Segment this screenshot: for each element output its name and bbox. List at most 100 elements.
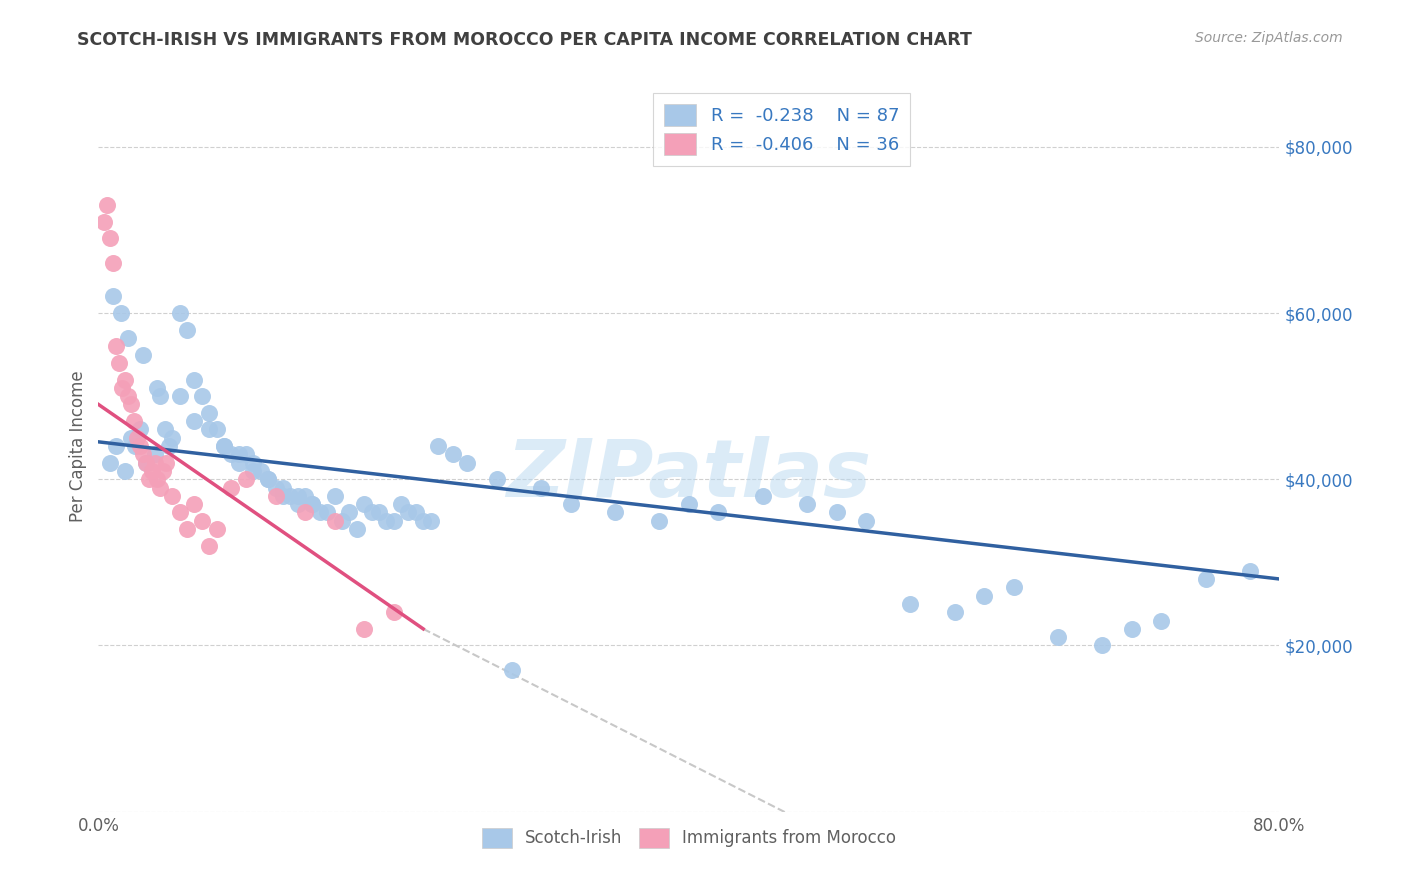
Point [271, 489, 294, 503]
Point [707, 506, 730, 520]
Point [530, 481, 553, 495]
Point [169, 389, 191, 403]
Point [93, 214, 115, 228]
Point [257, 472, 280, 486]
Point [796, 497, 818, 511]
Point [198, 539, 221, 553]
Point [301, 497, 323, 511]
Point [353, 622, 375, 636]
Point [198, 422, 221, 436]
Point [339, 506, 361, 520]
Point [141, 464, 163, 478]
Point [316, 506, 339, 520]
Point [183, 414, 205, 428]
Point [191, 389, 214, 403]
Point [228, 456, 250, 470]
Point [855, 514, 877, 528]
Point [605, 506, 627, 520]
Point [125, 431, 148, 445]
Point [149, 389, 172, 403]
Point [280, 489, 302, 503]
Point [427, 439, 450, 453]
Point [346, 522, 368, 536]
Point [235, 447, 257, 461]
Point [128, 439, 150, 453]
Point [114, 464, 136, 478]
Text: SCOTCH-IRISH VS IMMIGRANTS FROM MOROCCO PER CAPITA INCOME CORRELATION CHART: SCOTCH-IRISH VS IMMIGRANTS FROM MOROCCO … [77, 31, 972, 49]
Point [98, 456, 121, 470]
Point [96, 198, 118, 212]
Point [120, 397, 142, 411]
Point [825, 506, 848, 520]
Point [405, 506, 427, 520]
Point [1002, 580, 1025, 594]
Point [205, 422, 228, 436]
Point [120, 431, 142, 445]
Point [212, 439, 235, 453]
Point [162, 431, 183, 445]
Y-axis label: Per Capita Income: Per Capita Income [69, 370, 87, 522]
Point [900, 597, 922, 611]
Point [1121, 622, 1143, 636]
Point [441, 447, 464, 461]
Point [560, 497, 582, 511]
Point [678, 497, 700, 511]
Point [124, 439, 146, 453]
Point [648, 514, 671, 528]
Point [98, 231, 121, 245]
Point [152, 464, 174, 478]
Point [412, 514, 434, 528]
Point [264, 489, 287, 503]
Point [105, 439, 128, 453]
Point [176, 522, 198, 536]
Point [257, 472, 280, 486]
Point [382, 514, 405, 528]
Point [155, 456, 177, 470]
Point [221, 481, 243, 495]
Point [287, 497, 309, 511]
Point [191, 514, 214, 528]
Point [375, 514, 398, 528]
Point [128, 422, 150, 436]
Point [103, 256, 125, 270]
Point [389, 497, 412, 511]
Point [1150, 614, 1173, 628]
Point [287, 489, 309, 503]
Point [501, 664, 523, 678]
Point [398, 506, 420, 520]
Point [264, 481, 287, 495]
Point [360, 506, 382, 520]
Point [205, 522, 228, 536]
Point [157, 439, 180, 453]
Point [169, 506, 191, 520]
Point [103, 289, 125, 303]
Point [382, 605, 405, 619]
Point [138, 472, 160, 486]
Point [108, 356, 131, 370]
Point [752, 489, 775, 503]
Point [149, 481, 172, 495]
Point [330, 514, 353, 528]
Point [146, 472, 169, 486]
Point [1195, 572, 1218, 586]
Point [153, 422, 176, 436]
Point [114, 372, 136, 386]
Point [353, 497, 375, 511]
Point [1046, 630, 1070, 644]
Point [183, 372, 205, 386]
Point [1091, 639, 1114, 653]
Point [271, 481, 294, 495]
Point [309, 506, 332, 520]
Point [221, 447, 243, 461]
Legend: Scotch-Irish, Immigrants from Morocco: Scotch-Irish, Immigrants from Morocco [475, 821, 903, 855]
Point [135, 456, 157, 470]
Point [368, 506, 391, 520]
Point [242, 464, 264, 478]
Point [143, 456, 166, 470]
Point [135, 456, 157, 470]
Point [117, 331, 139, 345]
Point [457, 456, 479, 470]
Point [973, 589, 995, 603]
Point [212, 439, 235, 453]
Point [323, 489, 346, 503]
